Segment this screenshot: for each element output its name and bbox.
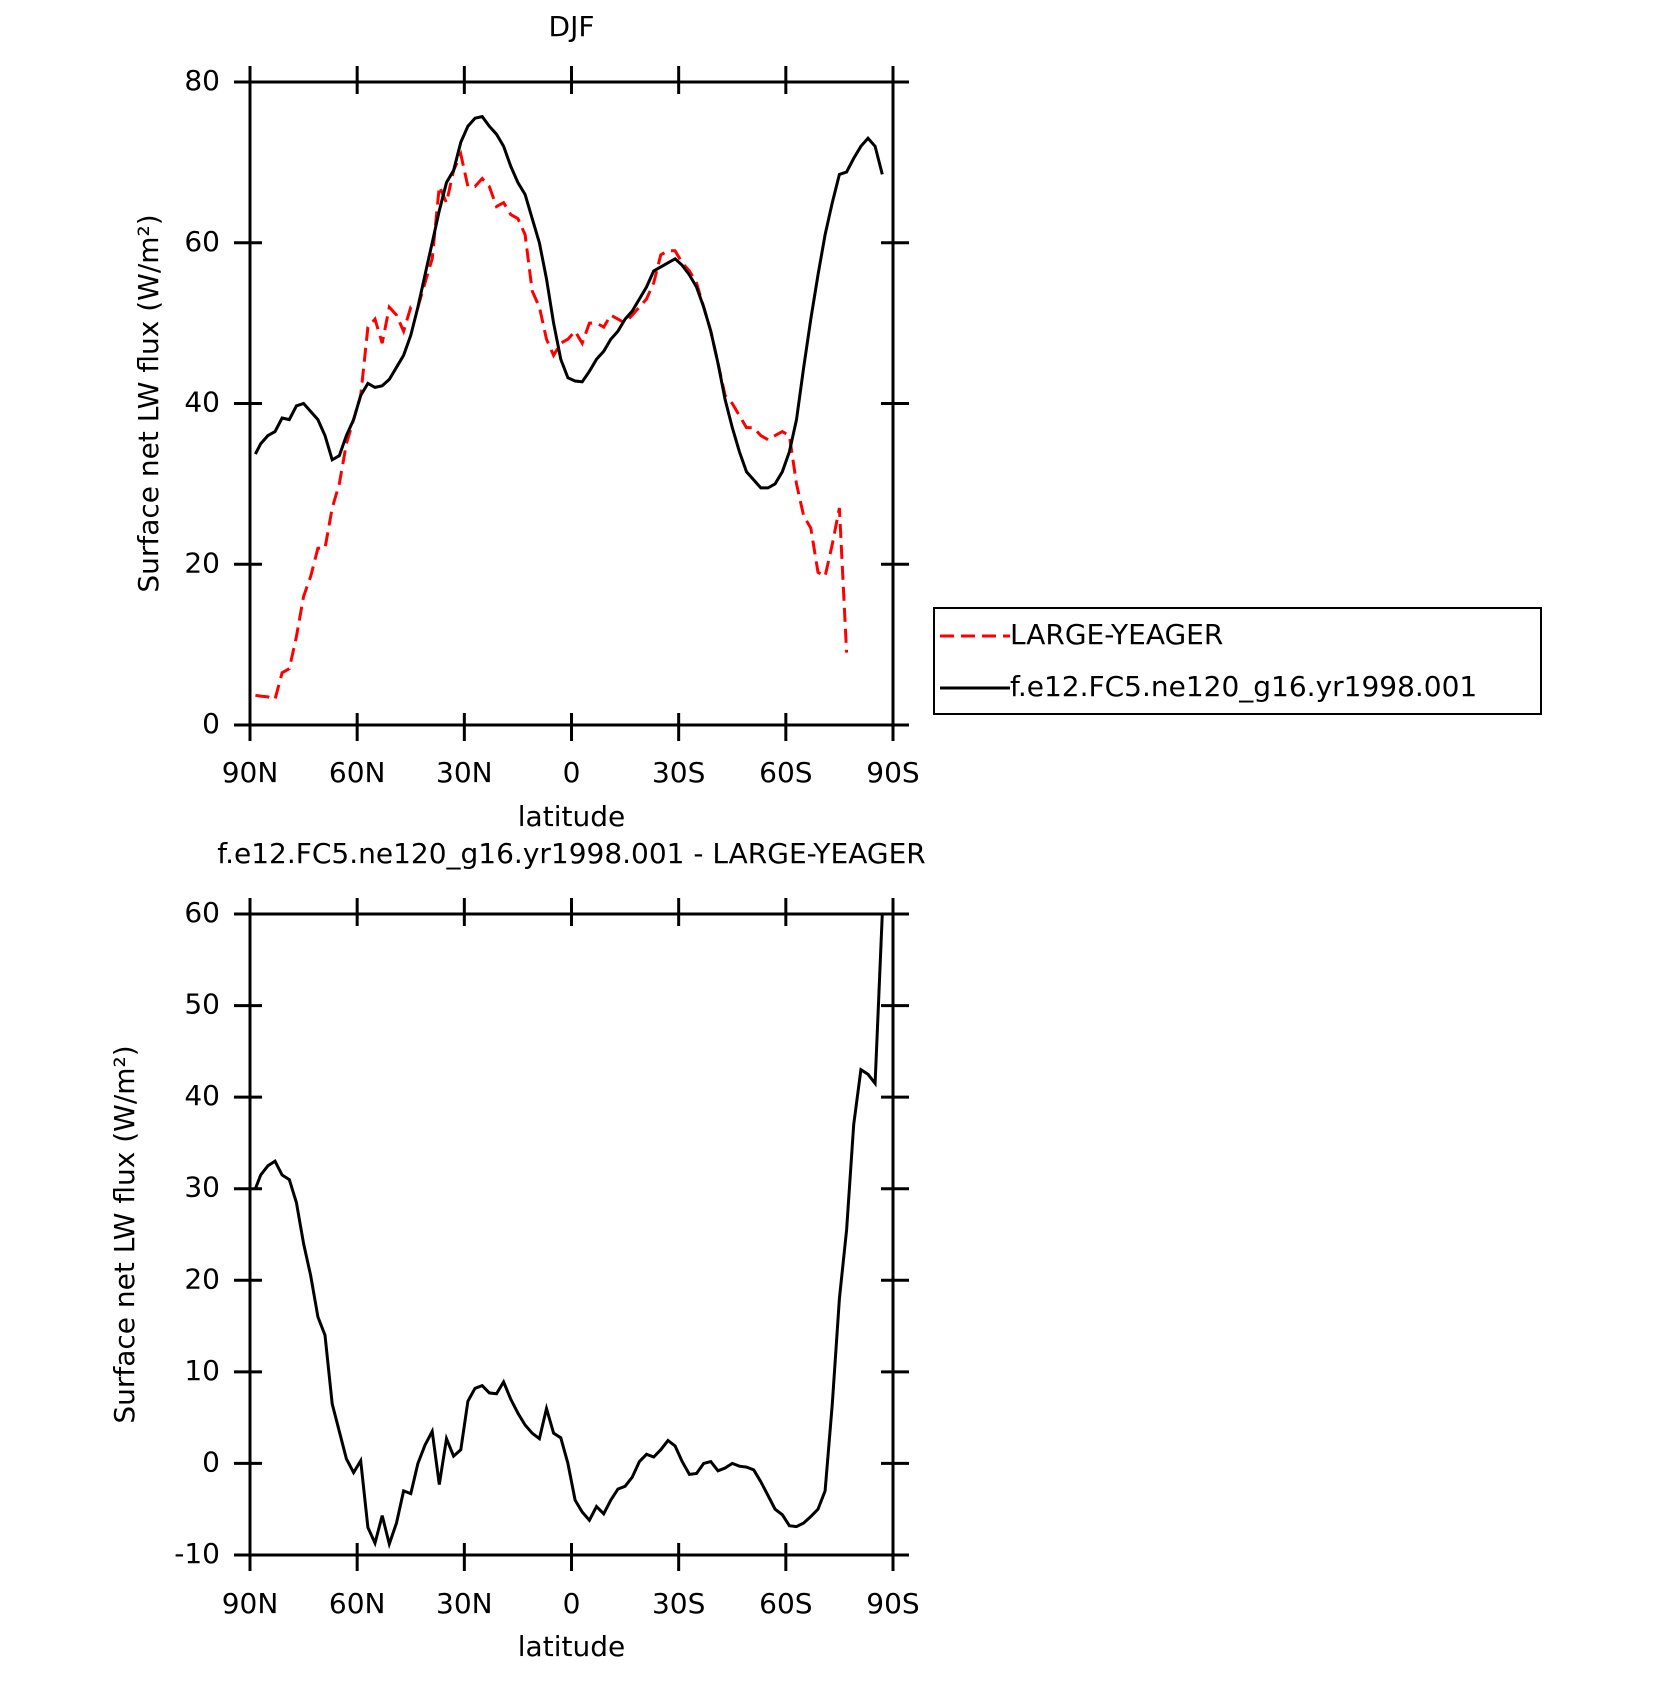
x-tick-label: 0 (563, 1587, 581, 1620)
x-tick-label: 30S (652, 1587, 705, 1620)
x-tick-label: 90S (866, 1587, 919, 1620)
y-tick-label: 40 (184, 386, 220, 419)
legend-label: f.e12.FC5.ne120_g16.yr1998.001 (1010, 670, 1477, 703)
y-axis-label: Surface net LW flux (W/m²) (108, 1045, 141, 1423)
series-line (254, 914, 884, 1550)
y-tick-label: 60 (184, 225, 220, 258)
chart-title: f.e12.FC5.ne120_g16.yr1998.001 - LARGE-Y… (217, 837, 925, 870)
plot-frame (248, 80, 895, 727)
x-tick-label: 90S (866, 756, 919, 789)
y-axis-label: Surface net LW flux (W/m²) (132, 214, 165, 592)
y-tick-label: 60 (184, 896, 220, 929)
x-tick-label: 60N (329, 1587, 386, 1620)
legend: LARGE-YEAGER f.e12.FC5.ne120_g16.yr1998.0… (933, 607, 1542, 715)
y-tick-label: -10 (174, 1537, 220, 1570)
y-tick-label: 0 (202, 1445, 220, 1478)
panel: DJF latitude Surface net LW flux (W/m²) 0 20… (132, 10, 1542, 833)
x-tick-label: 30N (436, 756, 493, 789)
series-line (255, 149, 849, 702)
x-tick-label: 60N (329, 756, 386, 789)
y-tick-label: 10 (184, 1354, 220, 1387)
y-tick-label: 30 (184, 1171, 220, 1204)
series-line (254, 114, 884, 490)
x-tick-label: 30N (436, 1587, 493, 1620)
x-axis-label: latitude (518, 800, 625, 833)
y-tick-label: 0 (202, 707, 220, 740)
y-tick-label: 80 (184, 64, 220, 97)
legend-label: LARGE-YEAGER (1010, 618, 1223, 651)
y-tick-label: 50 (184, 988, 220, 1021)
x-tick-label: 90N (222, 1587, 279, 1620)
legend-box (933, 607, 1542, 715)
chart-title: DJF (549, 10, 595, 43)
y-tick-label: 40 (184, 1079, 220, 1112)
y-tick-label: 20 (184, 1262, 220, 1295)
x-tick-label: 60S (759, 1587, 812, 1620)
x-tick-label: 0 (563, 756, 581, 789)
x-tick-label: 30S (652, 756, 705, 789)
x-tick-label: 90N (222, 756, 279, 789)
x-tick-label: 60S (759, 756, 812, 789)
x-axis-label: latitude (518, 1630, 625, 1663)
panel: f.e12.FC5.ne120_g16.yr1998.001 - LARGE-Y… (108, 837, 926, 1663)
y-tick-label: 20 (184, 546, 220, 579)
